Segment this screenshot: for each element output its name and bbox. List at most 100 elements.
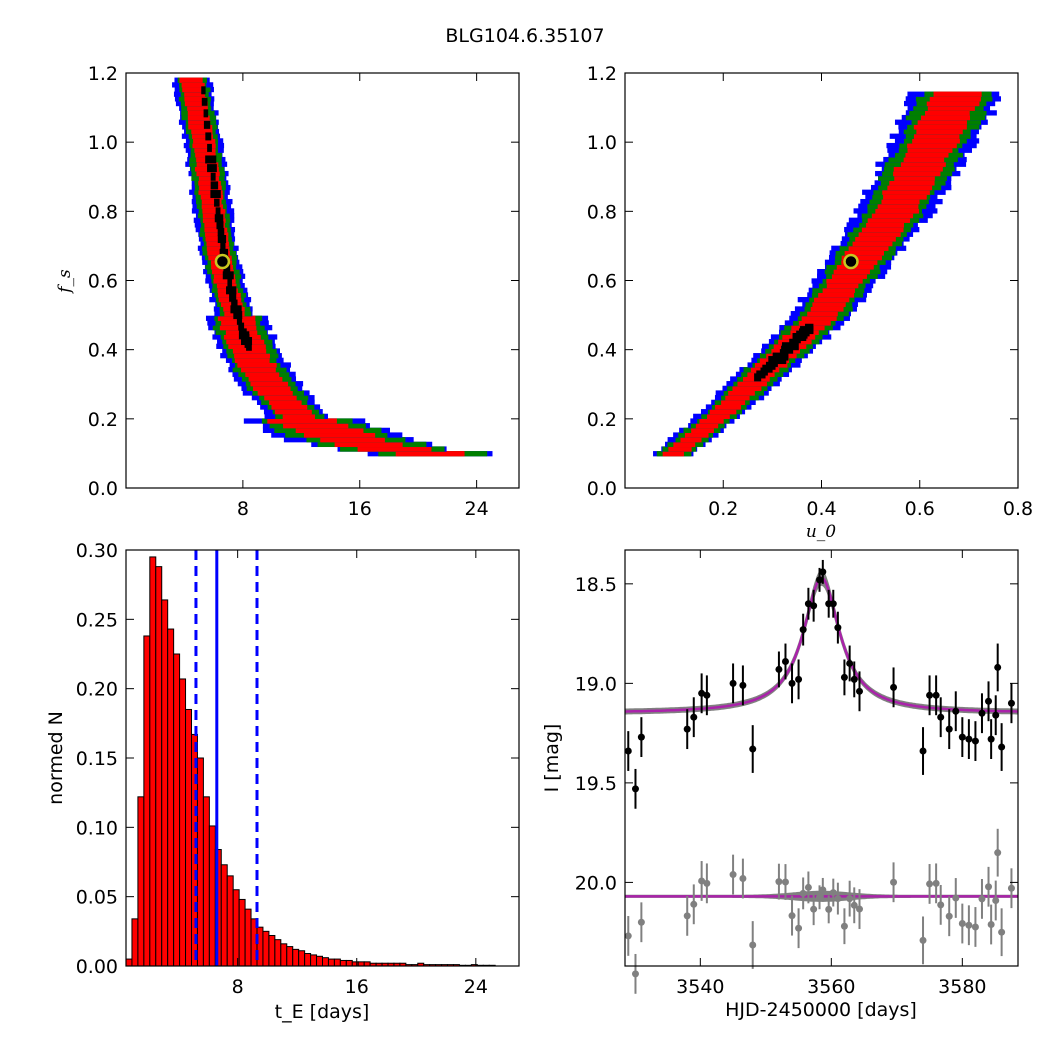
p1-cell-red — [216, 283, 237, 289]
p2-cell-red — [925, 110, 970, 116]
p3-bar — [202, 796, 210, 967]
p4-residual-point — [971, 923, 979, 931]
p1-cell-red — [252, 385, 291, 391]
p1-ytick-label: 0.4 — [88, 340, 118, 362]
p2-cell-red — [680, 437, 702, 443]
p1-cell-black — [207, 143, 212, 152]
p3-bars — [125, 550, 496, 967]
p2-cell-red — [831, 273, 867, 279]
p4-residual-point — [683, 912, 691, 920]
p1-cell-red — [282, 413, 315, 420]
p4-ytick-label: 18.5 — [575, 574, 617, 596]
p3-bar — [155, 566, 163, 967]
p1-cell-black — [246, 342, 252, 351]
p3-bar — [357, 961, 365, 967]
p4-residual-point — [840, 922, 848, 930]
p1-cell-black — [222, 271, 234, 280]
p3-bar — [339, 959, 347, 967]
p2-cell-red — [882, 189, 930, 195]
p1-cell-black — [231, 299, 238, 308]
p3-bar — [298, 950, 306, 967]
p4-residual-point — [965, 921, 973, 929]
p3-bar — [304, 953, 312, 967]
p1-cell-red — [188, 119, 211, 125]
p3-bar — [316, 955, 323, 967]
p4-residual-point — [788, 912, 796, 920]
p2-xtick-label: 0.6 — [905, 498, 935, 520]
p1-ytick-label: 0.2 — [88, 409, 118, 431]
p4-residual-point — [829, 889, 837, 897]
p1-cell-black — [205, 132, 212, 141]
p4-data-point — [952, 707, 960, 715]
p1-cell-red — [202, 208, 226, 214]
p1-cell-red — [201, 198, 222, 205]
p3-bar — [125, 958, 133, 967]
p2-cell-red — [907, 147, 953, 153]
p1-cell-red — [241, 367, 276, 373]
p2-cell-red — [927, 105, 975, 111]
p2-cell-red — [871, 212, 914, 219]
p2-cell-red — [866, 222, 904, 228]
p4-data-point — [788, 679, 796, 687]
p1-cell-black — [203, 120, 211, 129]
p1-ylabel: f_s — [55, 269, 75, 295]
p2-ytick-label: 0.2 — [587, 409, 617, 431]
p4-residual-point — [624, 932, 632, 940]
p1-cell-black — [220, 241, 226, 250]
p4-xlabel: HJD-2450000 [days] — [725, 999, 917, 1021]
p3-bar — [274, 939, 282, 967]
p3-ytick-label: 0.25 — [76, 609, 118, 631]
p3-ytick-label: 0.20 — [76, 679, 118, 701]
p2-ytick-label: 1.0 — [587, 132, 617, 154]
p3-bar — [310, 954, 318, 967]
p1-cell-black — [217, 228, 225, 237]
p1-cell-black — [203, 109, 209, 118]
p4-residual-point — [729, 871, 737, 879]
p4-data-point — [985, 697, 993, 705]
p4-residual-point — [952, 894, 960, 902]
panel-fs-vs-tE: 8 16 24 0.0 0.2 0.4 0.6 0.8 1.0 1.2 f_s — [55, 63, 520, 520]
p1-cell-red — [192, 142, 216, 149]
p3-xlabel: t_E [days] — [275, 1001, 370, 1023]
p1-cell-black — [227, 278, 233, 287]
p1-cell-red — [206, 240, 229, 247]
p2-heatmap-cells — [653, 91, 1001, 457]
p3-bar — [327, 958, 335, 967]
p1-cell-red — [184, 100, 208, 107]
p1-cell-red — [204, 226, 228, 233]
p2-cell-red — [732, 385, 762, 391]
p2-cell-red — [929, 96, 981, 102]
p2-cell-red — [912, 138, 960, 144]
p2-cell-red — [695, 423, 719, 429]
p1-cell-black — [217, 235, 227, 243]
p4-xtick-label: 3580 — [938, 976, 986, 998]
p4-ylabel: I [mag] — [541, 724, 563, 793]
p4-data-point — [926, 691, 934, 699]
p4-data-point — [703, 691, 711, 699]
p1-xtick-label: 24 — [465, 498, 489, 520]
p2-cell-red — [798, 320, 831, 326]
p4-data-point — [971, 737, 979, 745]
p2-cell-red — [810, 306, 844, 312]
p2-cell-red — [877, 203, 919, 209]
p3-ticks: 8 16 24 0.00 0.05 0.10 0.15 0.20 0.25 0.30 — [76, 540, 519, 998]
p1-cell-red — [274, 409, 312, 415]
p1-cell-red — [192, 133, 213, 139]
p4-data-point — [829, 600, 837, 608]
p1-heatmap-cells — [172, 77, 493, 457]
p3-bar — [196, 757, 204, 967]
p1-cell-black — [226, 286, 237, 295]
p2-cell-red — [861, 226, 904, 233]
p2-cell-red — [926, 100, 980, 107]
p2-cell-red — [721, 399, 746, 405]
p4-data-point — [958, 733, 966, 741]
p4-residual-point — [994, 849, 1002, 857]
p1-cell-red — [204, 222, 225, 228]
p4-residual-point — [850, 901, 858, 909]
p2-cell-red — [818, 292, 855, 298]
p1-cell-red — [193, 138, 216, 144]
p4-data-point — [749, 745, 757, 753]
p2-cell-red — [801, 315, 837, 321]
p1-cell-red — [283, 423, 349, 429]
p4-residual-point — [992, 897, 1000, 905]
